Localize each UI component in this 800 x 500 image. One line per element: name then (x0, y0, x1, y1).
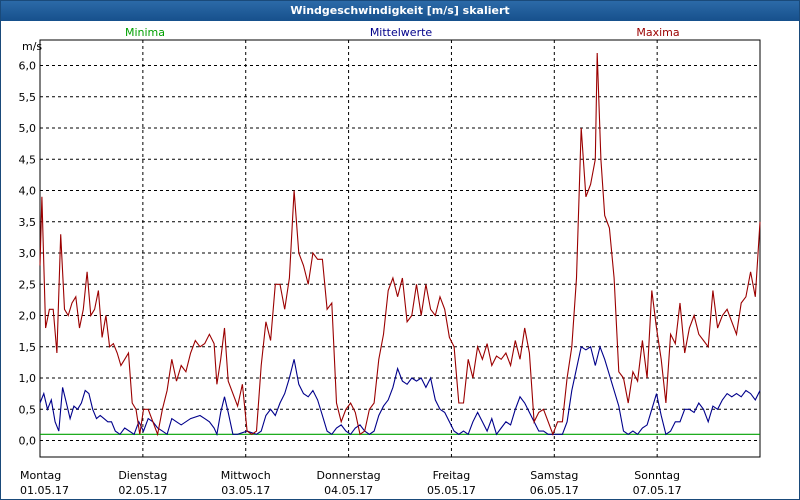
y-tick-label: 2,0 (19, 310, 37, 323)
y-tick-label: 1,0 (19, 372, 37, 385)
y-tick-label: 2,5 (19, 278, 37, 291)
y-tick-label: 3,5 (19, 216, 37, 229)
x-tick-date: 07.05.17 (633, 484, 682, 497)
x-tick-day: Freitag (433, 469, 471, 482)
y-tick-label: 5,5 (19, 91, 37, 104)
y-tick-label: 3,0 (19, 247, 37, 260)
x-tick-date: 02.05.17 (118, 484, 167, 497)
grid-lines (40, 40, 760, 457)
x-tick-date: 04.05.17 (324, 484, 373, 497)
legend: Minima Mittelwerte Maxima (125, 26, 680, 39)
x-tick-day: Mittwoch (221, 469, 271, 482)
y-axis-label: m/s (22, 40, 42, 53)
series (39, 52, 761, 437)
y-tick-label: 4,0 (19, 185, 37, 198)
x-tick-day: Sonntag (634, 469, 680, 482)
x-tick-day: Samstag (530, 469, 578, 482)
y-tick-label: 1,5 (19, 341, 37, 354)
x-tick-day: Donnerstag (316, 469, 380, 482)
plot-border (39, 39, 761, 458)
window-title: Windgeschwindigkeit [m/s] skaliert (1, 1, 799, 21)
y-tick-label: 0,5 (19, 403, 37, 416)
y-tick-label: 4,5 (19, 153, 37, 166)
x-tick-date: 03.05.17 (221, 484, 270, 497)
legend-maxima: Maxima (636, 26, 679, 39)
x-tick-date: 01.05.17 (20, 484, 69, 497)
x-tick-date: 05.05.17 (427, 484, 476, 497)
series-line-mittelwerte (39, 344, 761, 437)
legend-mittelwerte: Mittelwerte (370, 26, 433, 39)
y-tick-label: 0,0 (19, 435, 37, 448)
legend-minima: Minima (125, 26, 165, 39)
x-tick-day: Montag (20, 469, 61, 482)
y-tick-label: 6,0 (19, 60, 37, 73)
x-tick-day: Dienstag (118, 469, 167, 482)
plot-frame (39, 39, 761, 458)
series-line-maxima (39, 52, 761, 437)
x-axis-ticks: Montag 01.05.17 Dienstag 02.05.17 Mittwoch 03… (20, 469, 682, 497)
x-tick-date: 06.05.17 (530, 484, 579, 497)
y-tick-label: 5,0 (19, 122, 37, 135)
y-axis-ticks: 0,0 0,5 1,0 1,5 2,0 2,5 3,0 3,5 4,0 4,5 5,0 5,5 6,0 (19, 60, 37, 448)
